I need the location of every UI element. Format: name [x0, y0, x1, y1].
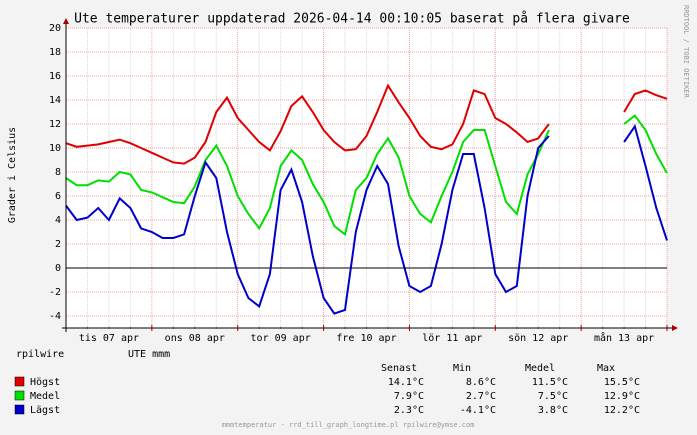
- stats-value: 15.5°C: [604, 377, 640, 388]
- stats-value: 12.2°C: [604, 405, 640, 416]
- y-tick-label: 14: [49, 95, 61, 106]
- legend-swatch: [14, 390, 25, 401]
- stats-value: 2.7°C: [466, 391, 496, 402]
- stats-header: Senast: [381, 363, 417, 374]
- legend-label: Högst: [30, 377, 60, 388]
- stats-value: -4.1°C: [460, 405, 496, 416]
- legend-sensor: UTE mmm: [128, 349, 170, 360]
- y-tick-label: 6: [55, 191, 61, 202]
- y-tick-label: 2: [55, 239, 61, 250]
- x-tick-label: fre 10 apr: [336, 333, 396, 344]
- y-tick-label: -2: [49, 287, 61, 298]
- stats-value: 11.5°C: [532, 377, 568, 388]
- stats-value: 3.8°C: [538, 405, 568, 416]
- y-tick-label: 16: [49, 71, 61, 82]
- series-line: [65, 83, 668, 165]
- y-tick-label: 8: [55, 167, 61, 178]
- x-tick-label: ons 08 apr: [165, 333, 225, 344]
- y-tick-label: 0: [55, 263, 61, 274]
- x-tick-label: mån 13 apr: [594, 331, 654, 344]
- stats-header: Max: [597, 363, 615, 374]
- stats-value: 2.3°C: [394, 405, 424, 416]
- legend-host: rpilwire: [16, 349, 64, 360]
- x-tick-label: tor 09 apr: [251, 333, 311, 344]
- stats-value: 7.5°C: [538, 391, 568, 402]
- x-tick-label: lör 11 apr: [422, 333, 482, 344]
- x-tick-label: tis 07 apr: [79, 333, 139, 344]
- legend-swatch: [14, 376, 25, 387]
- legend-label: Lägst: [30, 405, 60, 416]
- legend-label: Medel: [30, 391, 60, 402]
- footer: mmmtemperatur - rrd_till_graph_longtime.…: [222, 421, 475, 429]
- y-tick-label: -4: [49, 311, 61, 322]
- stats-header: Medel: [525, 363, 555, 374]
- y-tick-label: 4: [55, 215, 61, 226]
- y-tick-label: 18: [49, 47, 61, 58]
- stats-value: 14.1°C: [388, 377, 424, 388]
- stats-value: 7.9°C: [394, 391, 424, 402]
- series-line: [65, 114, 668, 237]
- stats-header: Min: [453, 363, 471, 374]
- x-tick-label: sön 12 apr: [508, 333, 568, 344]
- watermark: RRDTOOL / TOBI OETIKER: [682, 5, 690, 99]
- legend-swatch: [14, 404, 25, 415]
- y-tick-label: 20: [49, 23, 61, 34]
- y-axis-label: Grader i Celsius: [7, 127, 18, 223]
- y-tick-label: 12: [49, 119, 61, 130]
- stats-value: 12.9°C: [604, 391, 640, 402]
- x-axis-arrow: [672, 325, 678, 331]
- chart-title: Ute temperaturer uppdaterad 2026-04-14 0…: [74, 12, 630, 27]
- y-tick-label: 10: [49, 143, 61, 154]
- y-axis-arrow: [63, 18, 69, 24]
- series-line: [65, 124, 668, 315]
- stats-value: 8.6°C: [466, 377, 496, 388]
